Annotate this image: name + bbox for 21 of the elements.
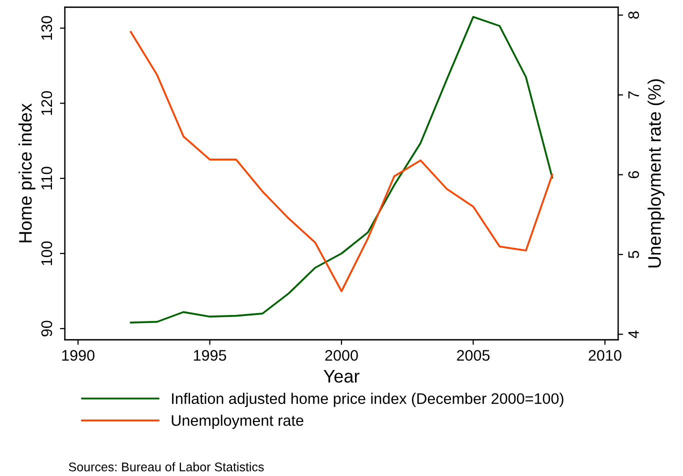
y-tick-label: 130: [41, 16, 52, 40]
y-tick-label: 120: [41, 91, 52, 115]
x-tick-label: 2000: [325, 350, 358, 361]
y-tick-label: 100: [41, 241, 52, 266]
y2-tick-label: 5: [628, 250, 640, 258]
y2-tick-label: 6: [628, 171, 640, 178]
x-tick-label: 1995: [194, 350, 226, 361]
y-tick-label: 110: [41, 166, 52, 190]
y-axis-title: Home price index: [18, 103, 36, 242]
x-tick-label: 1990: [62, 350, 94, 361]
y-tick-label: 90: [41, 320, 52, 336]
y2-tick-label: 7: [628, 91, 639, 98]
y2-tick-label: 8: [628, 12, 640, 19]
legend-label: Inflation adjusted home price index (December 2000=100): [172, 392, 564, 408]
legend-label: Unemployment rate: [172, 414, 304, 429]
y2-tick-label: 4: [628, 330, 639, 338]
y2-axis-title: Unemployment rate (%): [648, 79, 664, 268]
x-tick-label: 2005: [457, 350, 490, 361]
x-axis-title: Year: [324, 370, 360, 383]
source-note: Sources: Bureau of Labor Statistics: [68, 462, 264, 472]
x-tick-label: 2010: [588, 350, 622, 361]
